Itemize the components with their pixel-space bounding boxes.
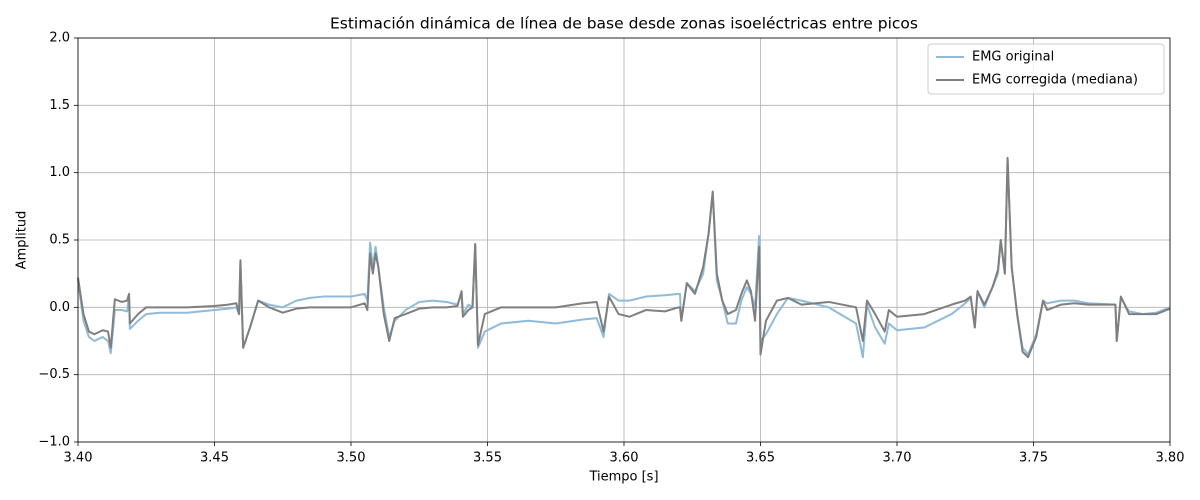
data-line: [77, 156, 1171, 359]
x-tick-label: 3.65: [746, 451, 775, 466]
x-tick-label: 3.60: [610, 451, 639, 466]
x-axis-label: Tiempo [s]: [588, 470, 658, 485]
legend-label: EMG original: [972, 50, 1054, 65]
x-tick-label: 3.70: [883, 451, 912, 466]
x-tick-label: 3.55: [473, 451, 502, 466]
legend-label: EMG corregida (mediana): [972, 73, 1138, 88]
y-tick-label: −1.0: [38, 435, 70, 450]
legend-box: [927, 43, 1165, 95]
y-tick-label: 1.5: [49, 98, 70, 113]
x-tick-label: 3.75: [1019, 451, 1048, 466]
y-tick-label: 1.0: [49, 165, 70, 180]
x-tick-label: 3.80: [1156, 451, 1185, 466]
y-tick-label: 0.0: [49, 300, 70, 315]
legend: EMG original EMG corregida (mediana): [927, 43, 1165, 95]
x-tick-label: 3.50: [337, 451, 366, 466]
x-tick-label: 3.45: [200, 451, 229, 466]
y-tick-label: 0.5: [49, 233, 70, 248]
y-tick-label: −0.5: [38, 367, 70, 382]
y-axis-label: Amplitud: [15, 211, 30, 270]
y-tick-label: 2.0: [49, 31, 70, 46]
x-tick-label: 3.40: [64, 451, 93, 466]
plot-frame: [77, 37, 1171, 443]
chart-title: Estimación dinámica de línea de base des…: [330, 15, 918, 33]
